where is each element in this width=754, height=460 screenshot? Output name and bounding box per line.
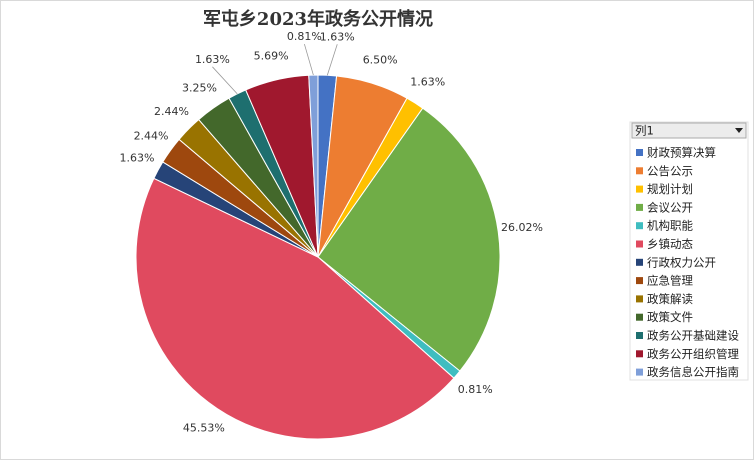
legend-entry: 行政权力公开	[647, 255, 716, 269]
legend-title: 列1	[635, 124, 654, 138]
leader-line	[212, 66, 238, 95]
data-label: 26.02%	[501, 221, 543, 234]
legend-entry: 政务公开基础建设	[647, 329, 739, 343]
legend-entry: 政策文件	[647, 310, 693, 324]
legend-swatch	[636, 167, 643, 175]
legend-swatch	[636, 149, 643, 156]
legend-entry: 应急管理	[647, 274, 693, 288]
legend-dropdown[interactable]	[631, 122, 747, 139]
legend-entry: 会议公开	[647, 200, 693, 214]
data-label: 5.69%	[254, 49, 289, 62]
data-label: 3.25%	[182, 81, 217, 94]
data-label: 1.63%	[410, 76, 445, 89]
legend-entry: 规划计划	[647, 182, 693, 196]
data-label: 1.63%	[120, 152, 155, 165]
data-label: 2.44%	[134, 129, 169, 142]
legend-box	[629, 121, 749, 381]
dropdown-arrow[interactable]	[735, 128, 743, 133]
legend-entry: 政策解读	[647, 292, 693, 306]
legend-entry: 政务公开组织管理	[647, 347, 739, 361]
legend-entry: 机构职能	[647, 219, 693, 233]
data-label: 2.44%	[154, 105, 189, 118]
pie-slice	[135, 177, 455, 440]
data-label: 6.50%	[363, 54, 398, 67]
legend-entry: 乡镇动态	[647, 237, 693, 251]
leader-line	[326, 44, 338, 76]
chart-title: 军屯乡2023年政务公开情况	[203, 8, 433, 30]
data-label: 1.63%	[195, 53, 230, 66]
data-label: 1.63%	[320, 30, 355, 43]
legend-swatch	[636, 240, 643, 248]
data-label: 0.81%	[458, 383, 493, 396]
legend-swatch	[636, 222, 643, 230]
legend-swatch	[636, 203, 643, 211]
legend-swatch	[636, 313, 643, 321]
data-label: 45.53%	[183, 421, 225, 434]
leader-line	[304, 43, 314, 76]
data-label: 0.81%	[287, 30, 322, 43]
legend-entry: 公告公示	[647, 164, 693, 178]
legend-swatch	[636, 277, 643, 285]
legend-entry: 政务信息公开指南	[647, 365, 739, 379]
legend-swatch	[636, 185, 643, 193]
legend-entry: 财政预算决算	[647, 146, 716, 160]
legend-swatch	[636, 350, 643, 358]
pie-slice	[317, 107, 501, 372]
legend-swatch	[636, 332, 643, 339]
legend-swatch	[636, 368, 643, 376]
legend-swatch	[636, 258, 643, 266]
legend-swatch	[636, 295, 643, 303]
